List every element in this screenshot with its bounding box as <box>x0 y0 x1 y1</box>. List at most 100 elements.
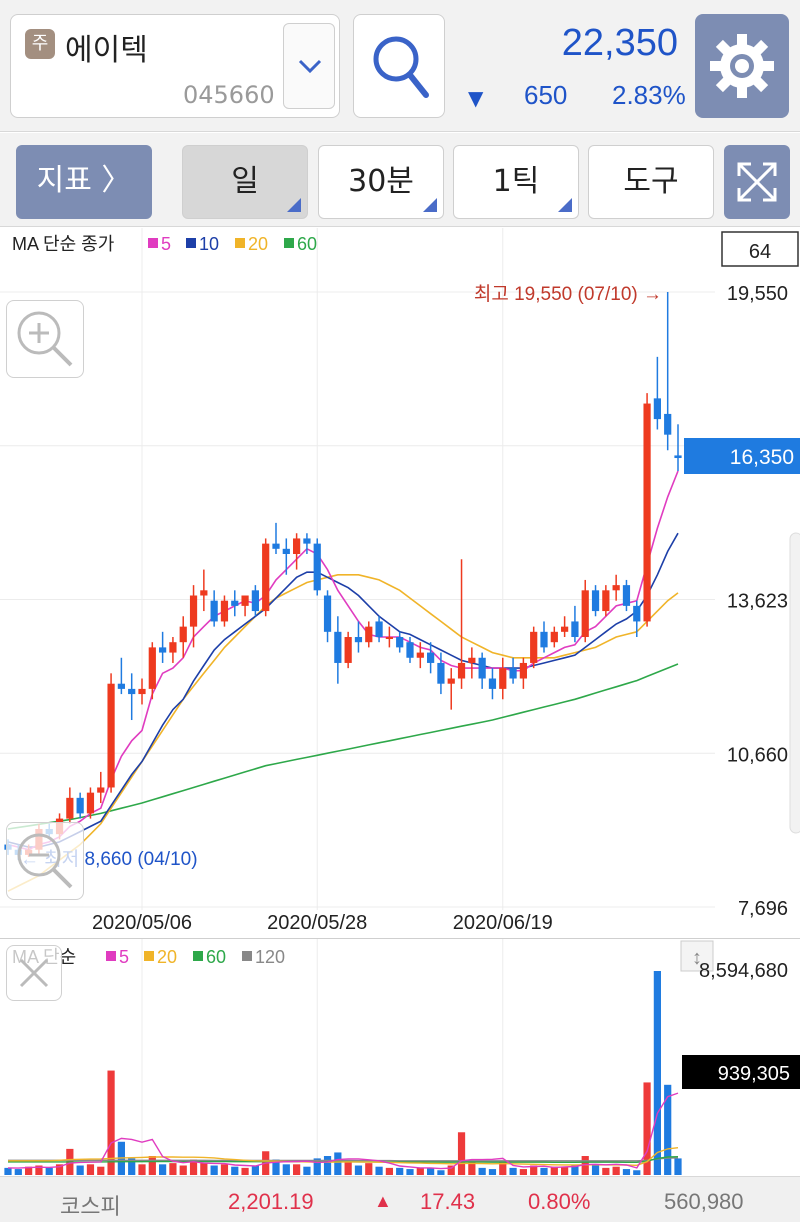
candle-body <box>344 637 352 663</box>
volume-bar <box>447 1165 455 1175</box>
volume-chart-canvas[interactable]: MA 단순52060120 ↕ 8,594,680 939,305 <box>0 939 800 1177</box>
volume-bar <box>571 1165 579 1175</box>
legend-label: 5 <box>119 947 129 967</box>
fullscreen-button[interactable] <box>724 145 790 219</box>
scrollbar-handle[interactable] <box>789 532 800 834</box>
legend-swatch <box>193 951 203 961</box>
volume-bar <box>241 1167 249 1175</box>
resize-button[interactable] <box>680 940 714 972</box>
stock-code: 045660 <box>183 81 275 109</box>
settings-button[interactable] <box>695 14 789 118</box>
stock-dropdown-button[interactable] <box>283 23 335 109</box>
main-legend-title: MA 단순 종가 <box>12 234 114 254</box>
volume-bar <box>674 1158 682 1175</box>
candle-body <box>550 631 558 643</box>
legend-label: 60 <box>297 234 317 254</box>
volume-bar <box>643 1082 651 1175</box>
ma60-line <box>7 663 679 830</box>
candle-body <box>107 683 115 788</box>
candle-body <box>396 637 404 648</box>
price-chart[interactable]: MA 단순 종가 5 10 20 60 64 최고 19,550 (07/10) → ←… <box>0 228 800 938</box>
candle-body <box>457 662 466 679</box>
index-value: 2,201.19 <box>228 1189 314 1214</box>
resize-arrow-icon: ↕ <box>692 947 702 969</box>
candle-body <box>674 455 682 459</box>
market-badge: 주 <box>25 29 55 59</box>
candle-body <box>334 631 342 663</box>
candle-body <box>200 590 208 596</box>
legend-label: 120 <box>255 947 285 967</box>
candle-body <box>478 657 486 679</box>
volume-bar <box>220 1164 229 1175</box>
stock-selector[interactable]: 주 에이텍 045660 <box>10 14 340 118</box>
volume-bar <box>375 1166 383 1175</box>
volume-current-tag-text: 939,305 <box>718 1063 790 1085</box>
price-chart-canvas[interactable]: MA 단순 종가 5 10 20 60 64 최고 19,550 (07/10) → ←… <box>0 228 800 938</box>
volume-bar <box>581 1156 589 1175</box>
legend-swatch <box>186 238 196 248</box>
volume-bar <box>293 1164 301 1175</box>
legend-swatch <box>106 951 116 961</box>
candle-body <box>354 637 363 643</box>
volume-bar <box>612 1166 620 1175</box>
candle-body <box>282 548 290 555</box>
legend-label: 20 <box>248 234 268 254</box>
chart-toolbar: 지표 〉 일 30분 1틱 도구 <box>0 133 800 227</box>
volume-bar <box>251 1165 259 1175</box>
candle-body <box>633 605 641 622</box>
volume-bar <box>653 971 661 1175</box>
volume-chart[interactable]: MA 단순52060120 ↕ 8,594,680 939,305 <box>0 938 800 1177</box>
legend-swatch <box>235 238 245 248</box>
candle-body <box>117 683 125 689</box>
period-tick-button[interactable]: 1틱 <box>453 145 579 219</box>
volume-bar <box>354 1165 363 1175</box>
index-change: 17.43 <box>420 1189 476 1214</box>
volume-bar <box>323 1156 332 1175</box>
candle-body <box>622 585 631 606</box>
tool-button[interactable]: 도구 <box>588 145 714 219</box>
period-day-button[interactable]: 일 <box>182 145 308 219</box>
legend-swatch <box>144 951 154 961</box>
candle-body <box>97 787 105 793</box>
volume-bar <box>231 1166 239 1175</box>
volume-bar <box>437 1170 445 1175</box>
candle-body <box>447 678 455 684</box>
y-tick-label: 7,696 <box>738 898 788 920</box>
corner-triangle-icon <box>423 198 437 212</box>
volume-bar <box>303 1166 311 1175</box>
volume-bar <box>107 1070 115 1175</box>
candle-body <box>591 590 600 612</box>
volume-bar <box>509 1167 517 1175</box>
close-indicator-button[interactable] <box>6 945 62 1001</box>
candle-body <box>468 657 476 663</box>
candle-body <box>220 600 229 622</box>
high-annotation: 최고 19,550 (07/10) → <box>474 283 662 305</box>
zoom-out-button[interactable] <box>6 822 84 900</box>
volume-bar <box>97 1166 105 1175</box>
y-tick-label: 13,623 <box>727 591 788 613</box>
volume-bar <box>344 1161 352 1175</box>
zoom-in-button[interactable] <box>6 300 84 378</box>
period-30min-button[interactable]: 30분 <box>318 145 444 219</box>
index-volume: 560,980 <box>664 1189 744 1214</box>
indicator-button[interactable]: 지표 〉 <box>16 145 152 219</box>
legend-swatch <box>284 238 294 248</box>
candle-body <box>416 652 424 658</box>
candle-body <box>653 398 661 420</box>
volume-bar <box>550 1166 558 1175</box>
candle-body <box>169 642 177 653</box>
volume-bar <box>633 1170 641 1175</box>
candle-body <box>138 688 146 695</box>
volume-bar <box>396 1167 404 1175</box>
candle-body <box>262 543 270 612</box>
zoom-in-icon <box>17 311 73 367</box>
search-button[interactable] <box>353 14 445 118</box>
ma10-line <box>7 532 679 848</box>
candle-body <box>437 662 445 684</box>
volume-bar <box>189 1159 198 1175</box>
volume-bar <box>519 1169 527 1175</box>
market-index-bar[interactable]: 코스피 2,201.19 ▲ 17.43 0.80% 560,980 <box>0 1176 800 1222</box>
search-icon <box>373 36 429 98</box>
volume-bar <box>76 1165 84 1175</box>
volume-bar <box>457 1132 466 1175</box>
